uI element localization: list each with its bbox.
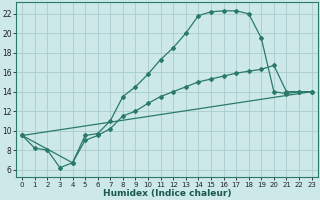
- X-axis label: Humidex (Indice chaleur): Humidex (Indice chaleur): [103, 189, 231, 198]
